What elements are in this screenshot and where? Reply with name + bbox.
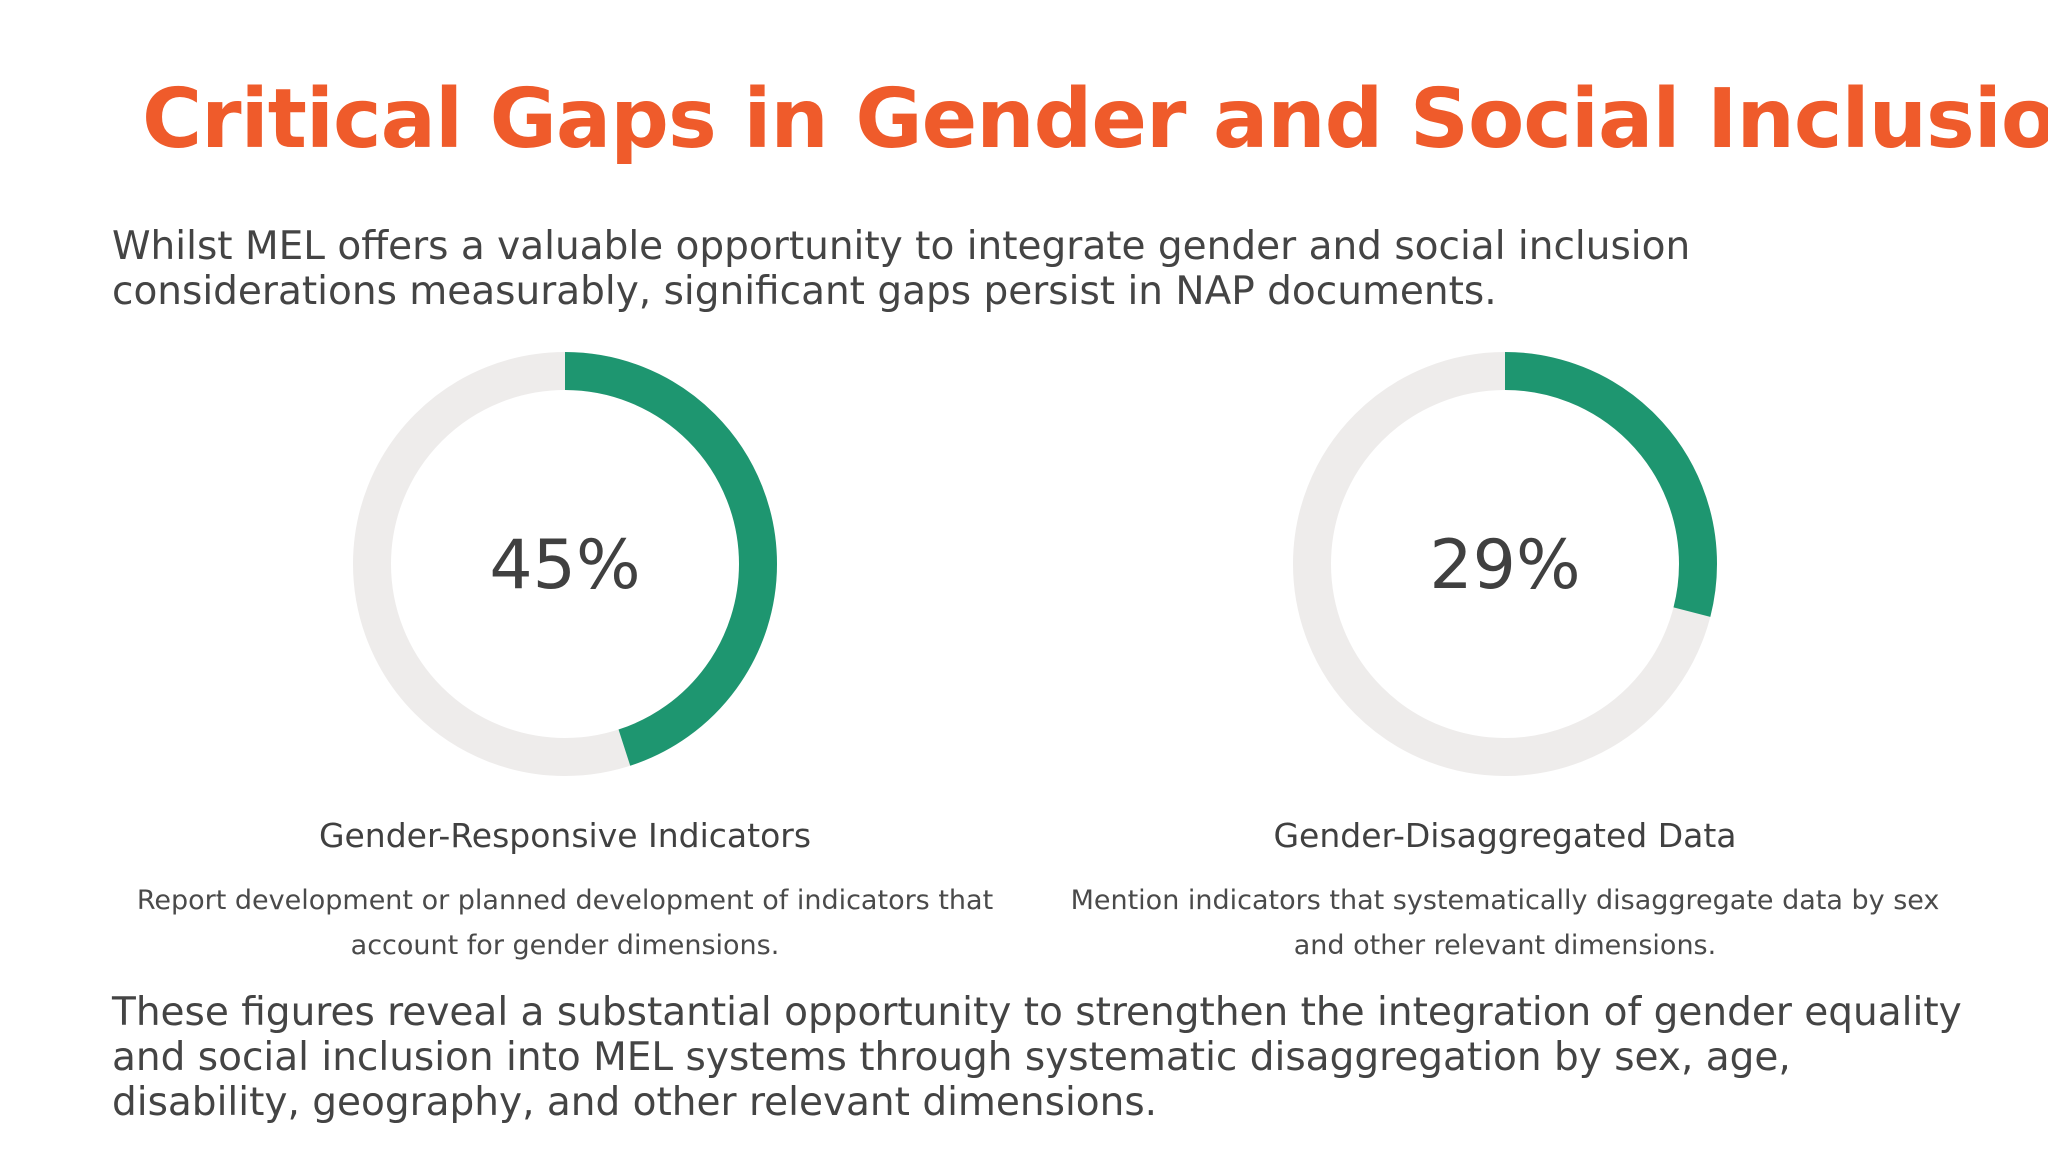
donut-progress-arc bbox=[353, 352, 777, 776]
stat-value: 29% bbox=[1429, 526, 1580, 605]
donut-chart-gender-responsive: 45% bbox=[353, 352, 777, 776]
stat-value: 45% bbox=[489, 526, 640, 605]
donut-progress-arc bbox=[1293, 352, 1717, 776]
page-title: Critical Gaps in Gender and Social Inclu… bbox=[142, 72, 2048, 167]
conclusion-text: These figures reveal a substantial oppor… bbox=[112, 990, 1962, 1125]
donut-chart-gender-disaggregated: 29% bbox=[1293, 352, 1717, 776]
stat-description: Report development or planned developmen… bbox=[136, 885, 994, 961]
stat-label: Gender-Responsive Indicators bbox=[318, 816, 812, 855]
stat-description: Mention indicators that systematically d… bbox=[1070, 885, 1940, 961]
stat-card-gender-disaggregated: 29% Gender-Disaggregated Data Mention in… bbox=[1055, 350, 1955, 968]
stat-label: Gender-Disaggregated Data bbox=[1273, 816, 1737, 855]
intro-text: Whilst MEL offers a valuable opportunity… bbox=[112, 224, 1691, 314]
stat-card-gender-responsive: 45% Gender-Responsive Indicators Report … bbox=[115, 350, 1015, 968]
